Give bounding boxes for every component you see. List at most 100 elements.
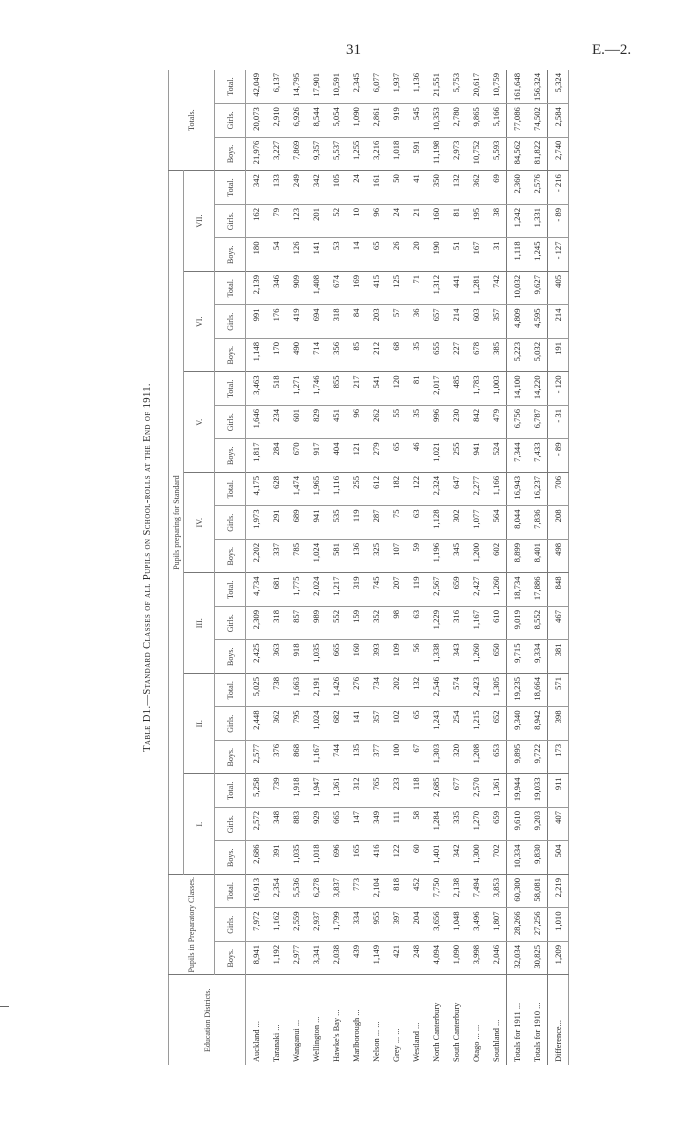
- table-cell: 20,617: [466, 70, 486, 104]
- table-cell: 1,048: [446, 908, 466, 942]
- table-cell: 1,799: [326, 908, 346, 942]
- table-cell: 917: [306, 438, 326, 473]
- table-cell: 1,260: [486, 572, 507, 607]
- table-cell: 255: [446, 438, 466, 473]
- table-cell: 21,551: [426, 70, 446, 104]
- table-cell: 214: [547, 304, 569, 339]
- table-cell: 284: [266, 438, 286, 473]
- table-cell: 24: [346, 170, 366, 205]
- table-row: Taranaki ... 1,192 1,162 2,354 391 348 739 376 3…: [266, 70, 286, 1065]
- table-cell: 485: [446, 371, 466, 406]
- table-cell: 84,562: [506, 137, 527, 171]
- table-cell: 674: [326, 271, 346, 305]
- table-cell: 2,448: [245, 706, 266, 741]
- table-cell: 1,338: [426, 639, 446, 674]
- table-cell: 4,734: [245, 572, 266, 607]
- table-cell: 5,025: [245, 673, 266, 707]
- table-cell: 818: [386, 874, 406, 908]
- table-cell: 342: [245, 170, 266, 205]
- table-cell: 254: [446, 706, 466, 741]
- table-cell: 10,032: [506, 271, 527, 305]
- table-cell: 1,077: [466, 505, 486, 540]
- table-cell: 1,474: [286, 472, 306, 506]
- table-cell: 81,822: [527, 137, 548, 171]
- table-cell: 65: [366, 237, 386, 272]
- table-cell: 1,646: [245, 405, 266, 439]
- standard-classes-table: Education Districts. Pupils in Preparator…: [168, 70, 569, 1065]
- table-cell: 842: [466, 405, 486, 439]
- table-cell: 8,544: [306, 103, 326, 138]
- header-total: Total.: [214, 70, 246, 104]
- table-cell: 182: [386, 472, 406, 506]
- table-cell: 3,227: [266, 137, 286, 171]
- table-cell: 702: [486, 840, 507, 875]
- table-cell: - 89: [547, 204, 569, 238]
- table-cell: 734: [366, 673, 386, 707]
- table-cell: 96: [346, 405, 366, 439]
- header-total: Total.: [214, 773, 246, 808]
- table-cell: 1,281: [466, 271, 486, 305]
- table-cell: 24: [386, 204, 406, 238]
- table-cell: 207: [386, 572, 406, 607]
- table-cell: 1,245: [527, 237, 548, 272]
- table-cell: 1,260: [466, 639, 486, 674]
- table-cell: 31: [486, 237, 507, 272]
- table-cell: 349: [366, 807, 386, 841]
- table-cell: 262: [366, 405, 386, 439]
- table-cell: 26: [386, 237, 406, 272]
- table-cell: 535: [326, 505, 346, 540]
- table-cell: 2,425: [245, 639, 266, 674]
- table-cell: 334: [346, 908, 366, 942]
- table-cell: 337: [266, 539, 286, 573]
- table-cell: 989: [306, 606, 326, 640]
- table-cell: 21,976: [245, 137, 266, 171]
- header-boys: Boys.: [214, 237, 246, 272]
- table-cell: 159: [346, 606, 366, 640]
- table-cell: 8,941: [245, 941, 266, 975]
- table-cell: 2,861: [366, 103, 386, 138]
- table-cell: 42,049: [245, 70, 266, 104]
- table-cell: 1,090: [346, 103, 366, 138]
- header-class: IV.: [183, 472, 215, 573]
- table-cell: 452: [406, 874, 426, 908]
- table-cell: 706: [547, 472, 569, 506]
- table-cell: 63: [406, 505, 426, 540]
- table-cell: 393: [366, 639, 386, 674]
- table-cell: 276: [346, 673, 366, 707]
- table-cell: 591: [406, 137, 426, 171]
- table-cell: 1,965: [306, 472, 326, 506]
- table-cell: 3,656: [426, 908, 446, 942]
- table-cell: 160: [346, 639, 366, 674]
- table-cell: 652: [486, 706, 507, 741]
- table-cell: 1,215: [466, 706, 486, 741]
- table-cell: 4,595: [527, 304, 548, 339]
- table-cell: 377: [366, 740, 386, 774]
- table-cell: 132: [406, 673, 426, 707]
- table-cell: 2,937: [306, 908, 326, 942]
- district-name: Totals for 1911 ...: [506, 975, 527, 1065]
- table-cell: 1,271: [286, 371, 306, 406]
- table-cell: 1,973: [245, 505, 266, 540]
- table-cell: 785: [286, 539, 306, 573]
- table-cell: 10,334: [506, 840, 527, 875]
- table-cell: 6,926: [286, 103, 306, 138]
- header-class: II.: [183, 673, 215, 774]
- table-cell: 19,944: [506, 773, 527, 808]
- table-cell: 681: [266, 572, 286, 607]
- table-cell: 60,300: [506, 874, 527, 908]
- table-cell: 19,235: [506, 673, 527, 707]
- table-cell: 279: [366, 438, 386, 473]
- table-cell: 204: [406, 908, 426, 942]
- table-cell: 357: [366, 706, 386, 741]
- table-cell: 9,340: [506, 706, 527, 741]
- table-cell: 57: [386, 304, 406, 339]
- table-row: South Canterbury 1,090 1,048 2,138 342 335 677…: [446, 70, 466, 1065]
- table-cell: 868: [286, 740, 306, 774]
- table-cell: 65: [406, 706, 426, 741]
- table-cell: - 120: [547, 371, 569, 406]
- table-cell: 742: [486, 271, 507, 305]
- table-cell: 3,998: [466, 941, 486, 975]
- header-total: Total.: [214, 673, 246, 707]
- table-cell: 227: [446, 338, 466, 372]
- table-cell: 173: [547, 740, 569, 774]
